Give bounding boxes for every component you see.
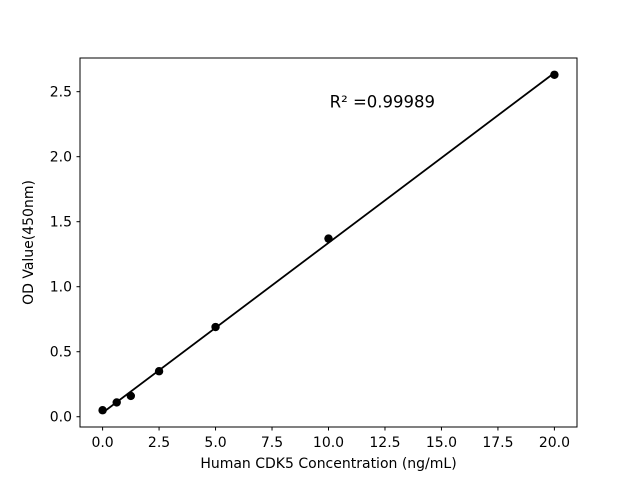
data-point xyxy=(550,70,559,79)
y-tick-label: 1.0 xyxy=(50,280,72,296)
x-tick-label: 10.0 xyxy=(313,435,344,451)
x-tick-label: 7.5 xyxy=(261,435,283,451)
y-tick-label: 0.5 xyxy=(50,345,72,361)
data-point xyxy=(154,367,164,376)
data-point xyxy=(324,234,333,243)
r-squared-annotation: R² =0.99989 xyxy=(330,92,435,111)
x-tick-label: 20.0 xyxy=(539,435,570,451)
x-tick-label: 0.0 xyxy=(91,435,113,451)
y-axis-label: OD Value(450nm) xyxy=(21,180,37,305)
x-tick-label: 17.5 xyxy=(482,435,513,451)
x-tick-label: 5.0 xyxy=(204,435,226,451)
y-tick-label: 2.5 xyxy=(50,85,72,101)
data-point xyxy=(98,406,107,415)
data-point xyxy=(211,322,220,332)
plot-content: 0.0 2.5 5.0 7.5 10.0 12.5 15.0 17.5 20.0 0.0 0.5 1.… xyxy=(50,70,570,451)
x-tick-label: 15.0 xyxy=(426,435,457,451)
x-tick-label: 12.5 xyxy=(369,435,400,451)
y-tick-label: 1.5 xyxy=(50,215,72,231)
data-point xyxy=(126,391,136,401)
y-tick-label: 0.0 xyxy=(50,410,72,426)
fit-line xyxy=(102,72,555,414)
x-axis-label: Human CDK5 Concentration (ng/mL) xyxy=(200,456,456,472)
x-tick-label: 2.5 xyxy=(148,435,170,451)
y-tick-label: 2.0 xyxy=(50,150,72,166)
data-point xyxy=(112,398,121,407)
